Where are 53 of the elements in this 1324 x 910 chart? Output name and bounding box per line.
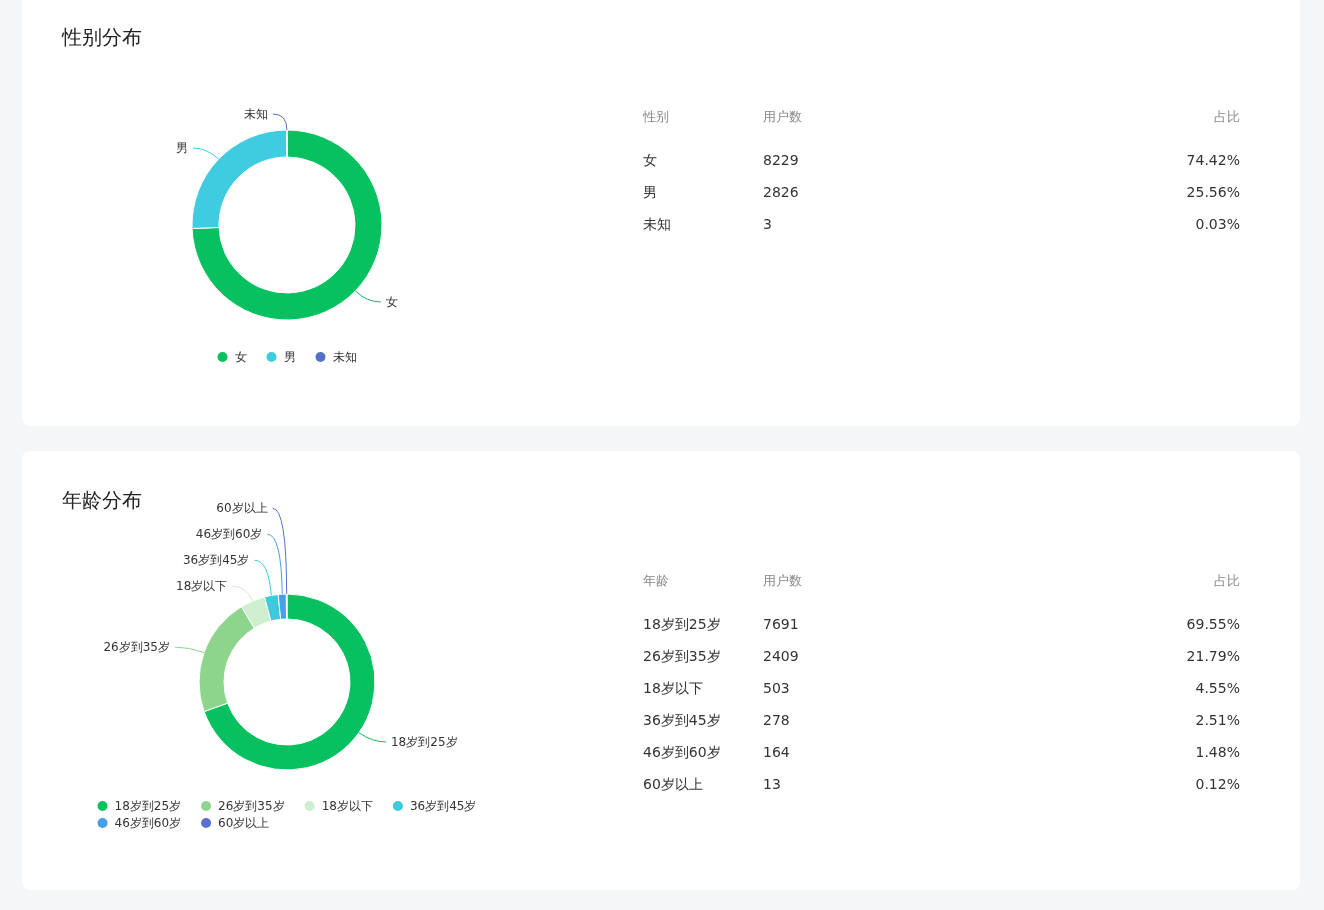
text: 用户数 xyxy=(763,108,802,124)
data-label: 278 xyxy=(763,712,790,728)
text: 21.79% xyxy=(1186,648,1240,664)
text: 4.55% xyxy=(1195,680,1240,696)
data-label: 164 xyxy=(763,744,790,760)
text: 占比 xyxy=(1214,572,1240,588)
legend-label: 女 xyxy=(234,350,247,364)
legend-label: 18岁以下 xyxy=(321,799,373,813)
slice-label: 男 xyxy=(176,141,188,156)
data-label: 13 xyxy=(763,776,781,792)
data-label: 503 xyxy=(763,680,790,696)
category-label: 60岁以上 xyxy=(643,776,703,792)
text: 性别 xyxy=(642,108,669,124)
text: 0.12% xyxy=(1195,776,1240,792)
slice-label: 36岁到45岁 xyxy=(182,553,250,568)
slice-label: 18岁以下 xyxy=(176,579,228,594)
text: 2.51% xyxy=(1195,712,1240,728)
text: 年龄 xyxy=(643,572,669,588)
data-label: 2409 xyxy=(763,648,799,664)
category-label: 男 xyxy=(643,184,657,200)
text: 74.42% xyxy=(1186,152,1240,168)
data-label: 3 xyxy=(763,216,772,232)
slice-label: 46岁到60岁 xyxy=(195,527,263,542)
legend-label: 18岁到25岁 xyxy=(114,799,182,813)
slice-label: 未知 xyxy=(243,107,268,121)
category-label: 36岁到45岁 xyxy=(643,712,721,728)
data-label: 7691 xyxy=(763,616,799,632)
text: 69.55% xyxy=(1186,616,1240,632)
legend-label: 男 xyxy=(283,350,296,364)
slice-label: 女 xyxy=(385,295,398,310)
data-label: 2826 xyxy=(763,184,799,200)
text: 0.03% xyxy=(1195,216,1240,232)
text: 占比 xyxy=(1214,108,1240,124)
slice-label: 26岁到35岁 xyxy=(103,640,171,655)
slice-label: 60岁以上 xyxy=(216,501,268,516)
legend-label: 未知 xyxy=(332,350,357,364)
chart-title: 年龄分布 xyxy=(62,488,142,512)
text: 用户数 xyxy=(763,572,802,588)
data-label: 8229 xyxy=(763,152,799,168)
text: 1.48% xyxy=(1195,744,1240,760)
text: 25.56% xyxy=(1186,184,1240,200)
category-label: 18岁以下 xyxy=(643,680,703,696)
category-label: 女 xyxy=(643,152,657,168)
category-label: 26岁到35岁 xyxy=(643,648,721,664)
legend-label: 36岁到45岁 xyxy=(409,799,477,813)
category-label: 未知 xyxy=(643,216,671,232)
chart-title: 性别分布 xyxy=(61,25,142,49)
legend-label: 26岁到35岁 xyxy=(218,799,285,813)
slice-label: 18岁到25岁 xyxy=(390,734,458,749)
category-label: 18岁到25岁 xyxy=(643,616,721,632)
legend-label: 60岁以上 xyxy=(218,816,270,830)
category-label: 46岁到60岁 xyxy=(643,744,721,760)
legend-label: 46岁到60岁 xyxy=(114,816,182,830)
